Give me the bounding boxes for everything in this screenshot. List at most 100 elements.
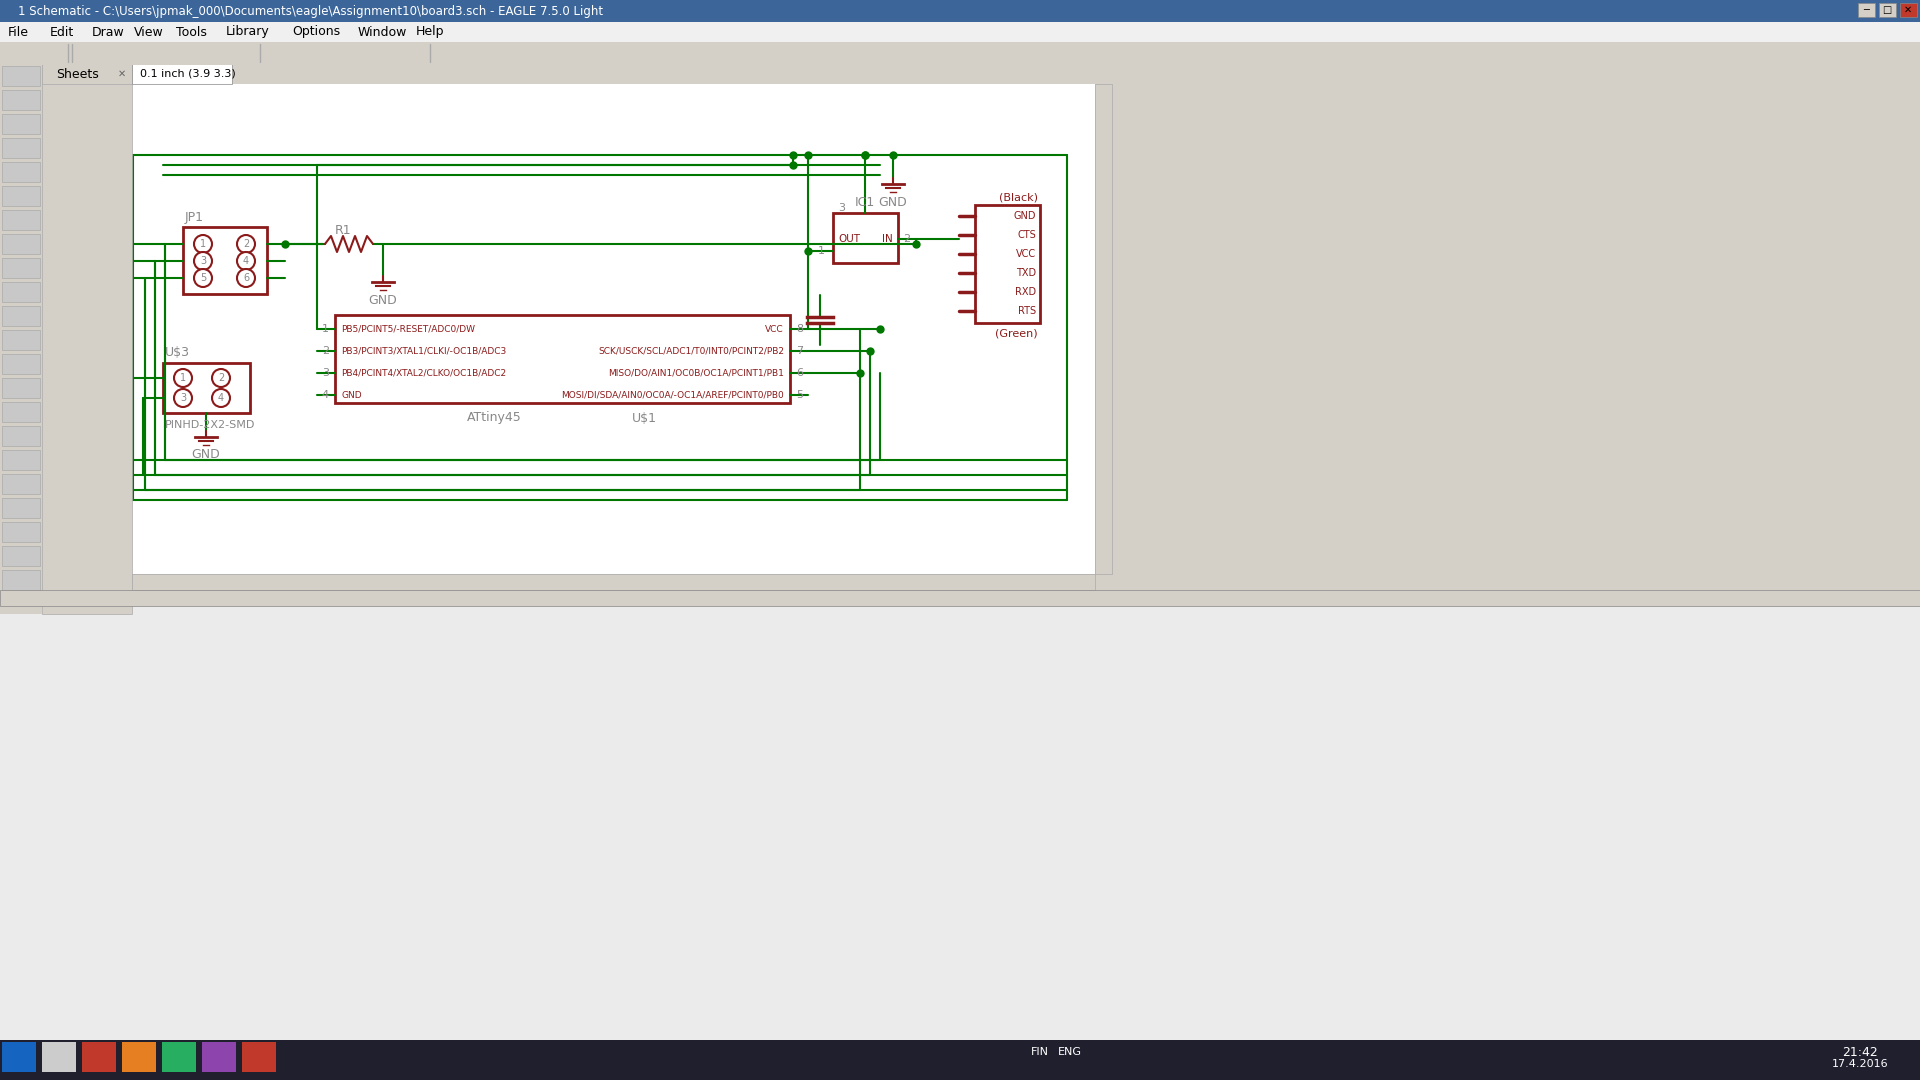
Text: CTS: CTS	[1018, 230, 1037, 240]
Bar	[2, 306, 40, 326]
Bar	[2, 354, 40, 374]
Text: 3: 3	[200, 256, 205, 266]
Bar	[163, 363, 250, 413]
Bar	[2, 426, 40, 446]
Bar	[2, 114, 40, 134]
Bar	[83, 1042, 115, 1072]
Bar	[2, 402, 40, 422]
Bar	[46, 87, 125, 140]
Text: GND: GND	[1014, 211, 1037, 221]
Text: 21:42: 21:42	[1841, 1045, 1878, 1058]
Text: 1: 1	[323, 324, 328, 334]
Text: MISO/DO/AIN1/OC0B/OC1A/PCINT1/PB1: MISO/DO/AIN1/OC0B/OC1A/PCINT1/PB1	[609, 368, 783, 378]
Bar	[2, 330, 40, 350]
Bar	[1094, 84, 1112, 573]
Text: File: File	[8, 26, 29, 39]
Text: ✕: ✕	[1905, 5, 1912, 15]
Circle shape	[236, 269, 255, 287]
Circle shape	[236, 252, 255, 270]
Bar	[2, 234, 40, 254]
Circle shape	[211, 389, 230, 407]
Text: 5: 5	[200, 273, 205, 283]
Text: 2: 2	[323, 346, 328, 356]
Text: 5: 5	[797, 390, 803, 400]
Text: 17.4.2016: 17.4.2016	[1832, 1059, 1887, 1069]
Text: PINHD-2X2-SMD: PINHD-2X2-SMD	[165, 420, 255, 430]
Circle shape	[175, 369, 192, 387]
Bar	[132, 64, 1092, 84]
Bar	[0, 53, 1920, 65]
Bar	[2, 1042, 36, 1072]
Bar	[2, 282, 40, 302]
Text: Options: Options	[292, 26, 340, 39]
Text: 3: 3	[180, 393, 186, 403]
Text: 2: 2	[217, 373, 225, 383]
Text: 4: 4	[219, 393, 225, 403]
Text: PB3/PCINT3/XTAL1/CLKI/-OC1B/ADC3: PB3/PCINT3/XTAL1/CLKI/-OC1B/ADC3	[342, 347, 507, 355]
Text: RTS: RTS	[1018, 306, 1037, 316]
Text: 3: 3	[837, 203, 845, 213]
Text: Draw: Draw	[92, 26, 125, 39]
Text: PB5/PCINT5/-RESET/ADC0/DW: PB5/PCINT5/-RESET/ADC0/DW	[342, 324, 474, 334]
Bar	[1880, 3, 1895, 17]
Bar	[2, 138, 40, 158]
Bar	[2, 66, 40, 86]
Bar	[2, 378, 40, 399]
Text: U$1: U$1	[632, 411, 657, 424]
Text: Window: Window	[357, 26, 407, 39]
Text: □: □	[1882, 5, 1891, 15]
Text: GND: GND	[369, 294, 397, 307]
Bar	[182, 227, 267, 294]
Bar	[2, 522, 40, 542]
Text: Edit: Edit	[50, 26, 75, 39]
Bar	[0, 590, 1920, 606]
Text: 1: 1	[81, 140, 90, 154]
Text: PB4/PCINT4/XTAL2/CLKO/OC1B/ADC2: PB4/PCINT4/XTAL2/CLKO/OC1B/ADC2	[342, 368, 507, 378]
Text: Tools: Tools	[177, 26, 207, 39]
Text: VCC: VCC	[766, 324, 783, 334]
Text: Library: Library	[227, 26, 269, 39]
Text: SCK/USCK/SCL/ADC1/T0/INT0/PCINT2/PB2: SCK/USCK/SCL/ADC1/T0/INT0/PCINT2/PB2	[597, 347, 783, 355]
Text: U$3: U$3	[165, 347, 190, 360]
Bar	[0, 42, 1920, 64]
Bar	[2, 258, 40, 278]
Bar	[2, 162, 40, 183]
Text: 1: 1	[200, 239, 205, 249]
Text: ✕: ✕	[117, 69, 127, 79]
Text: R1: R1	[334, 224, 351, 237]
Circle shape	[194, 269, 211, 287]
Circle shape	[211, 369, 230, 387]
Text: 1 Schematic - C:\Users\jpmak_000\Documents\eagle\Assignment10\board3.sch - EAGLE: 1 Schematic - C:\Users\jpmak_000\Documen…	[17, 4, 603, 17]
Bar	[123, 1042, 156, 1072]
Text: 2: 2	[242, 239, 250, 249]
Text: View: View	[134, 26, 163, 39]
Text: ─: ─	[1862, 5, 1868, 15]
Text: TXD: TXD	[1016, 268, 1037, 278]
Bar	[0, 606, 1920, 1080]
Bar	[2, 450, 40, 470]
Text: 3: 3	[323, 368, 328, 378]
Text: IN: IN	[883, 234, 893, 244]
Text: VCC: VCC	[1016, 249, 1037, 259]
Bar	[132, 573, 1094, 590]
Text: (Black): (Black)	[998, 192, 1039, 202]
Bar	[0, 0, 1920, 22]
Bar	[829, 1040, 1029, 1080]
Text: Help: Help	[417, 26, 445, 39]
Bar	[2, 474, 40, 494]
Text: 1: 1	[180, 373, 186, 383]
Bar	[334, 315, 789, 403]
Bar	[2, 210, 40, 230]
Text: 7: 7	[797, 346, 803, 356]
Bar	[1901, 3, 1916, 17]
Bar	[2, 570, 40, 590]
Text: JP1: JP1	[184, 211, 204, 224]
Circle shape	[194, 235, 211, 253]
Bar	[42, 64, 132, 615]
Bar	[2, 186, 40, 206]
Bar	[132, 84, 1094, 573]
Text: 6: 6	[244, 273, 250, 283]
Bar	[42, 84, 132, 573]
Text: OUT: OUT	[837, 234, 860, 244]
Bar	[242, 1042, 276, 1072]
